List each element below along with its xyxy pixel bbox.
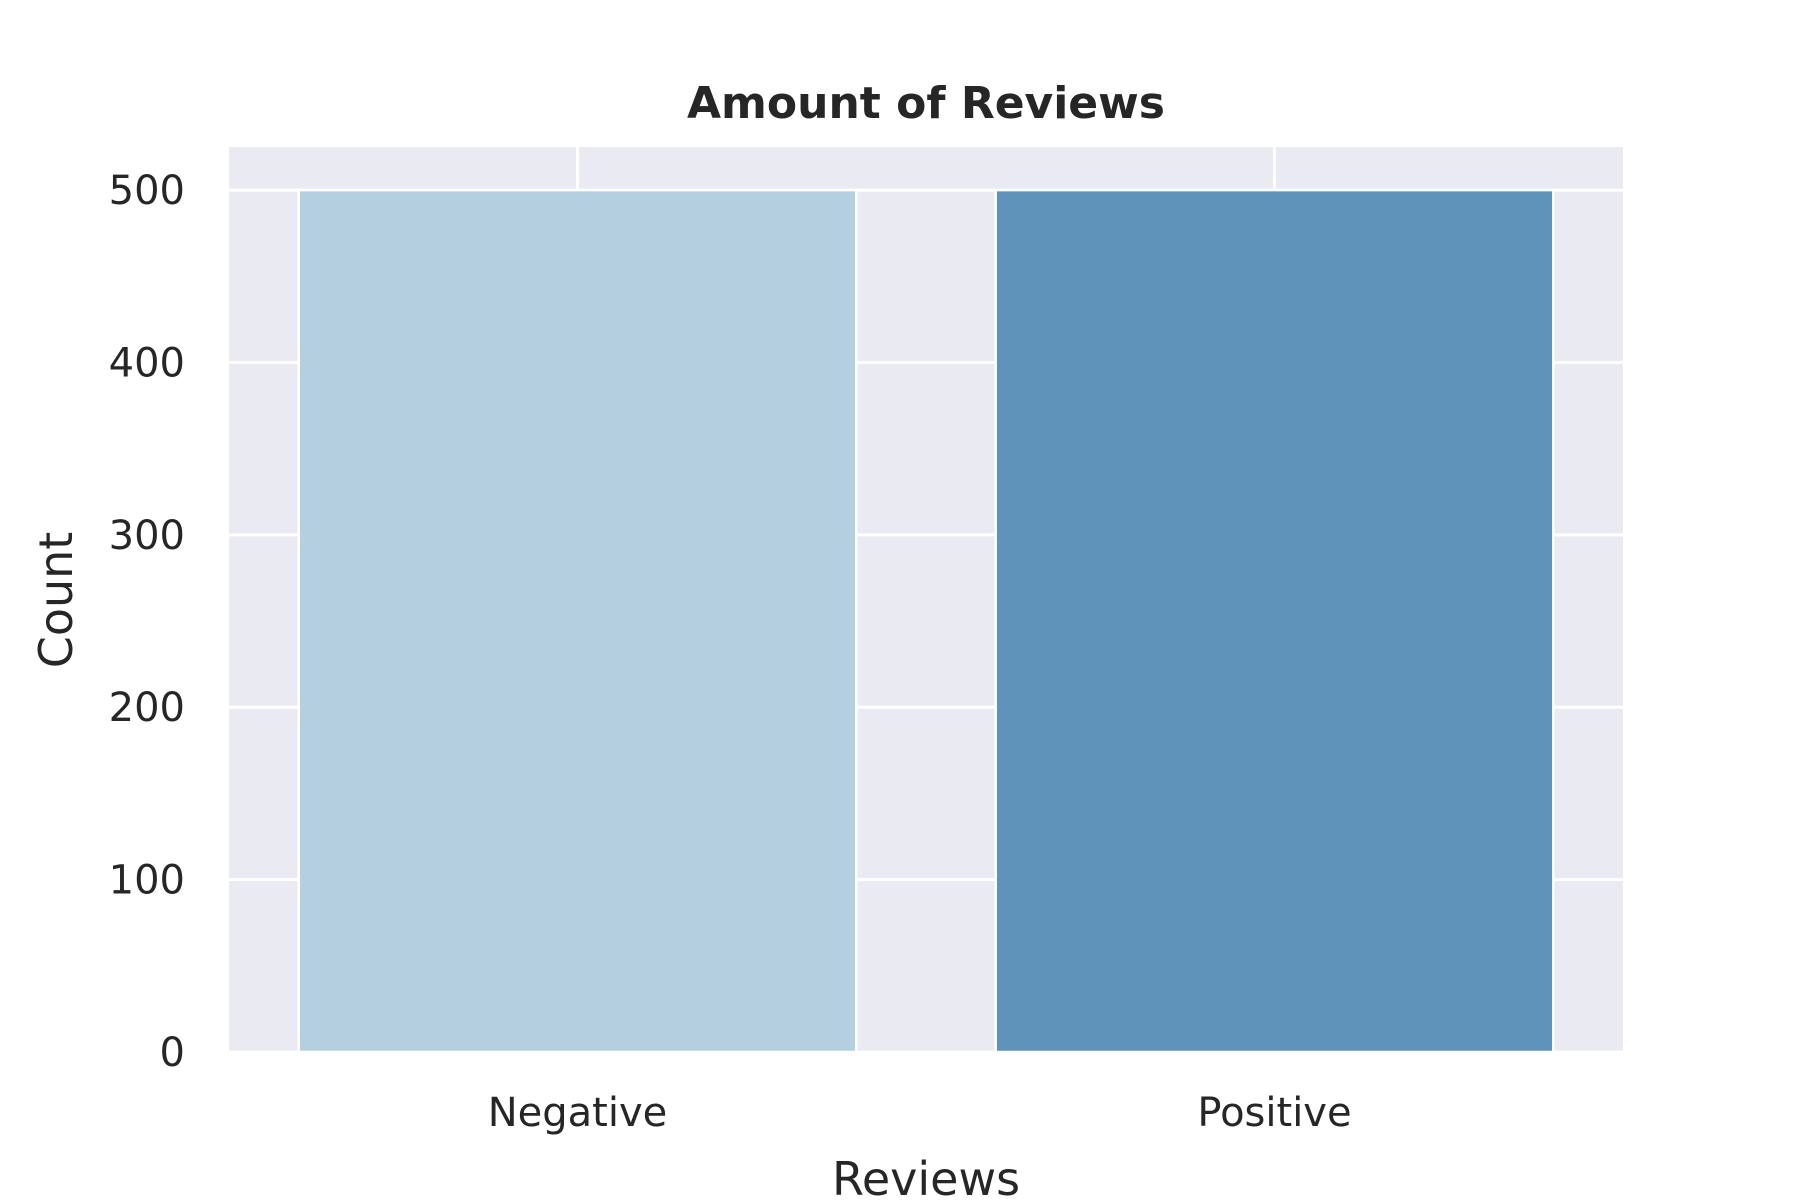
x-tick-label-positive: Positive: [1197, 1090, 1351, 1136]
y-tick-label: 400: [109, 340, 185, 386]
y-axis-label: Count: [29, 532, 83, 669]
y-tick-label: 100: [109, 858, 185, 904]
y-tick-label: 0: [160, 1030, 185, 1076]
chart-title: Amount of Reviews: [687, 78, 1165, 129]
bar-positive: [994, 188, 1555, 1054]
x-tick-label-negative: Negative: [488, 1090, 668, 1136]
y-tick-label: 500: [109, 168, 185, 214]
y-tick-label: 200: [109, 685, 185, 731]
bars: [297, 188, 1555, 1054]
x-axis-label: Reviews: [832, 1152, 1020, 1200]
y-tick-label: 300: [109, 513, 185, 559]
bar-negative: [297, 188, 858, 1054]
y-tick-labels: 0 100 200 300 400 500: [109, 168, 185, 1076]
x-tick-labels: Negative Positive: [488, 1090, 1352, 1136]
